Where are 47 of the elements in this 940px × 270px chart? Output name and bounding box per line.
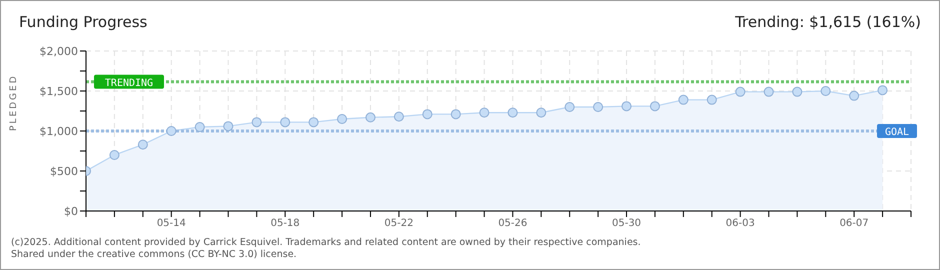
point	[308, 117, 319, 128]
y-tick-label: $2,000	[40, 44, 78, 58]
text: Shared under the creative commons (CC BY-NC 3.0) license.	[11, 249, 298, 261]
point	[109, 150, 120, 160]
x-tick-label: 05-14	[156, 218, 186, 230]
point	[764, 86, 774, 97]
point	[706, 94, 717, 105]
point	[820, 86, 831, 96]
point	[650, 101, 660, 112]
point	[138, 140, 148, 150]
ref-line-label: GOAL	[884, 127, 910, 138]
point	[536, 108, 546, 118]
chart-title: Funding Progress	[19, 13, 148, 31]
point	[422, 109, 432, 120]
y-tick-label: $1,000	[40, 124, 78, 138]
point	[450, 109, 461, 120]
point	[735, 86, 746, 97]
point	[337, 114, 348, 124]
point	[223, 121, 234, 132]
point	[849, 90, 860, 101]
y-tick-label: $0	[64, 204, 78, 218]
point	[365, 112, 376, 122]
point	[792, 86, 802, 97]
point	[252, 117, 262, 128]
ref-line-label: TRENDING	[104, 78, 154, 89]
point	[508, 108, 518, 118]
point	[593, 102, 604, 112]
y-tick-label: $1,500	[40, 84, 78, 98]
point	[878, 85, 888, 96]
x-tick-label: 06-07	[840, 218, 869, 230]
point	[166, 126, 176, 136]
x-tick-label: 05-18	[270, 218, 300, 230]
x-tick-label: 05-30	[612, 218, 642, 230]
point	[194, 122, 205, 132]
y-tick-label: $500	[50, 164, 78, 178]
point	[479, 108, 490, 118]
x-tick-label: 05-26	[498, 218, 528, 230]
point	[564, 102, 575, 112]
text: (c)2025. Additional content provided by Carrick Esquivel. Trademarks and related content are owned by their respective companies.	[11, 237, 641, 249]
point	[622, 101, 632, 112]
text: Trending: $1,615 (161%)	[735, 13, 921, 31]
y-axis-title: PLEDGED	[9, 74, 20, 131]
x-tick-label: 05-22	[384, 218, 414, 230]
point	[394, 112, 404, 122]
point	[280, 117, 290, 128]
x-tick-label: 06-03	[726, 218, 755, 230]
point	[678, 94, 688, 105]
